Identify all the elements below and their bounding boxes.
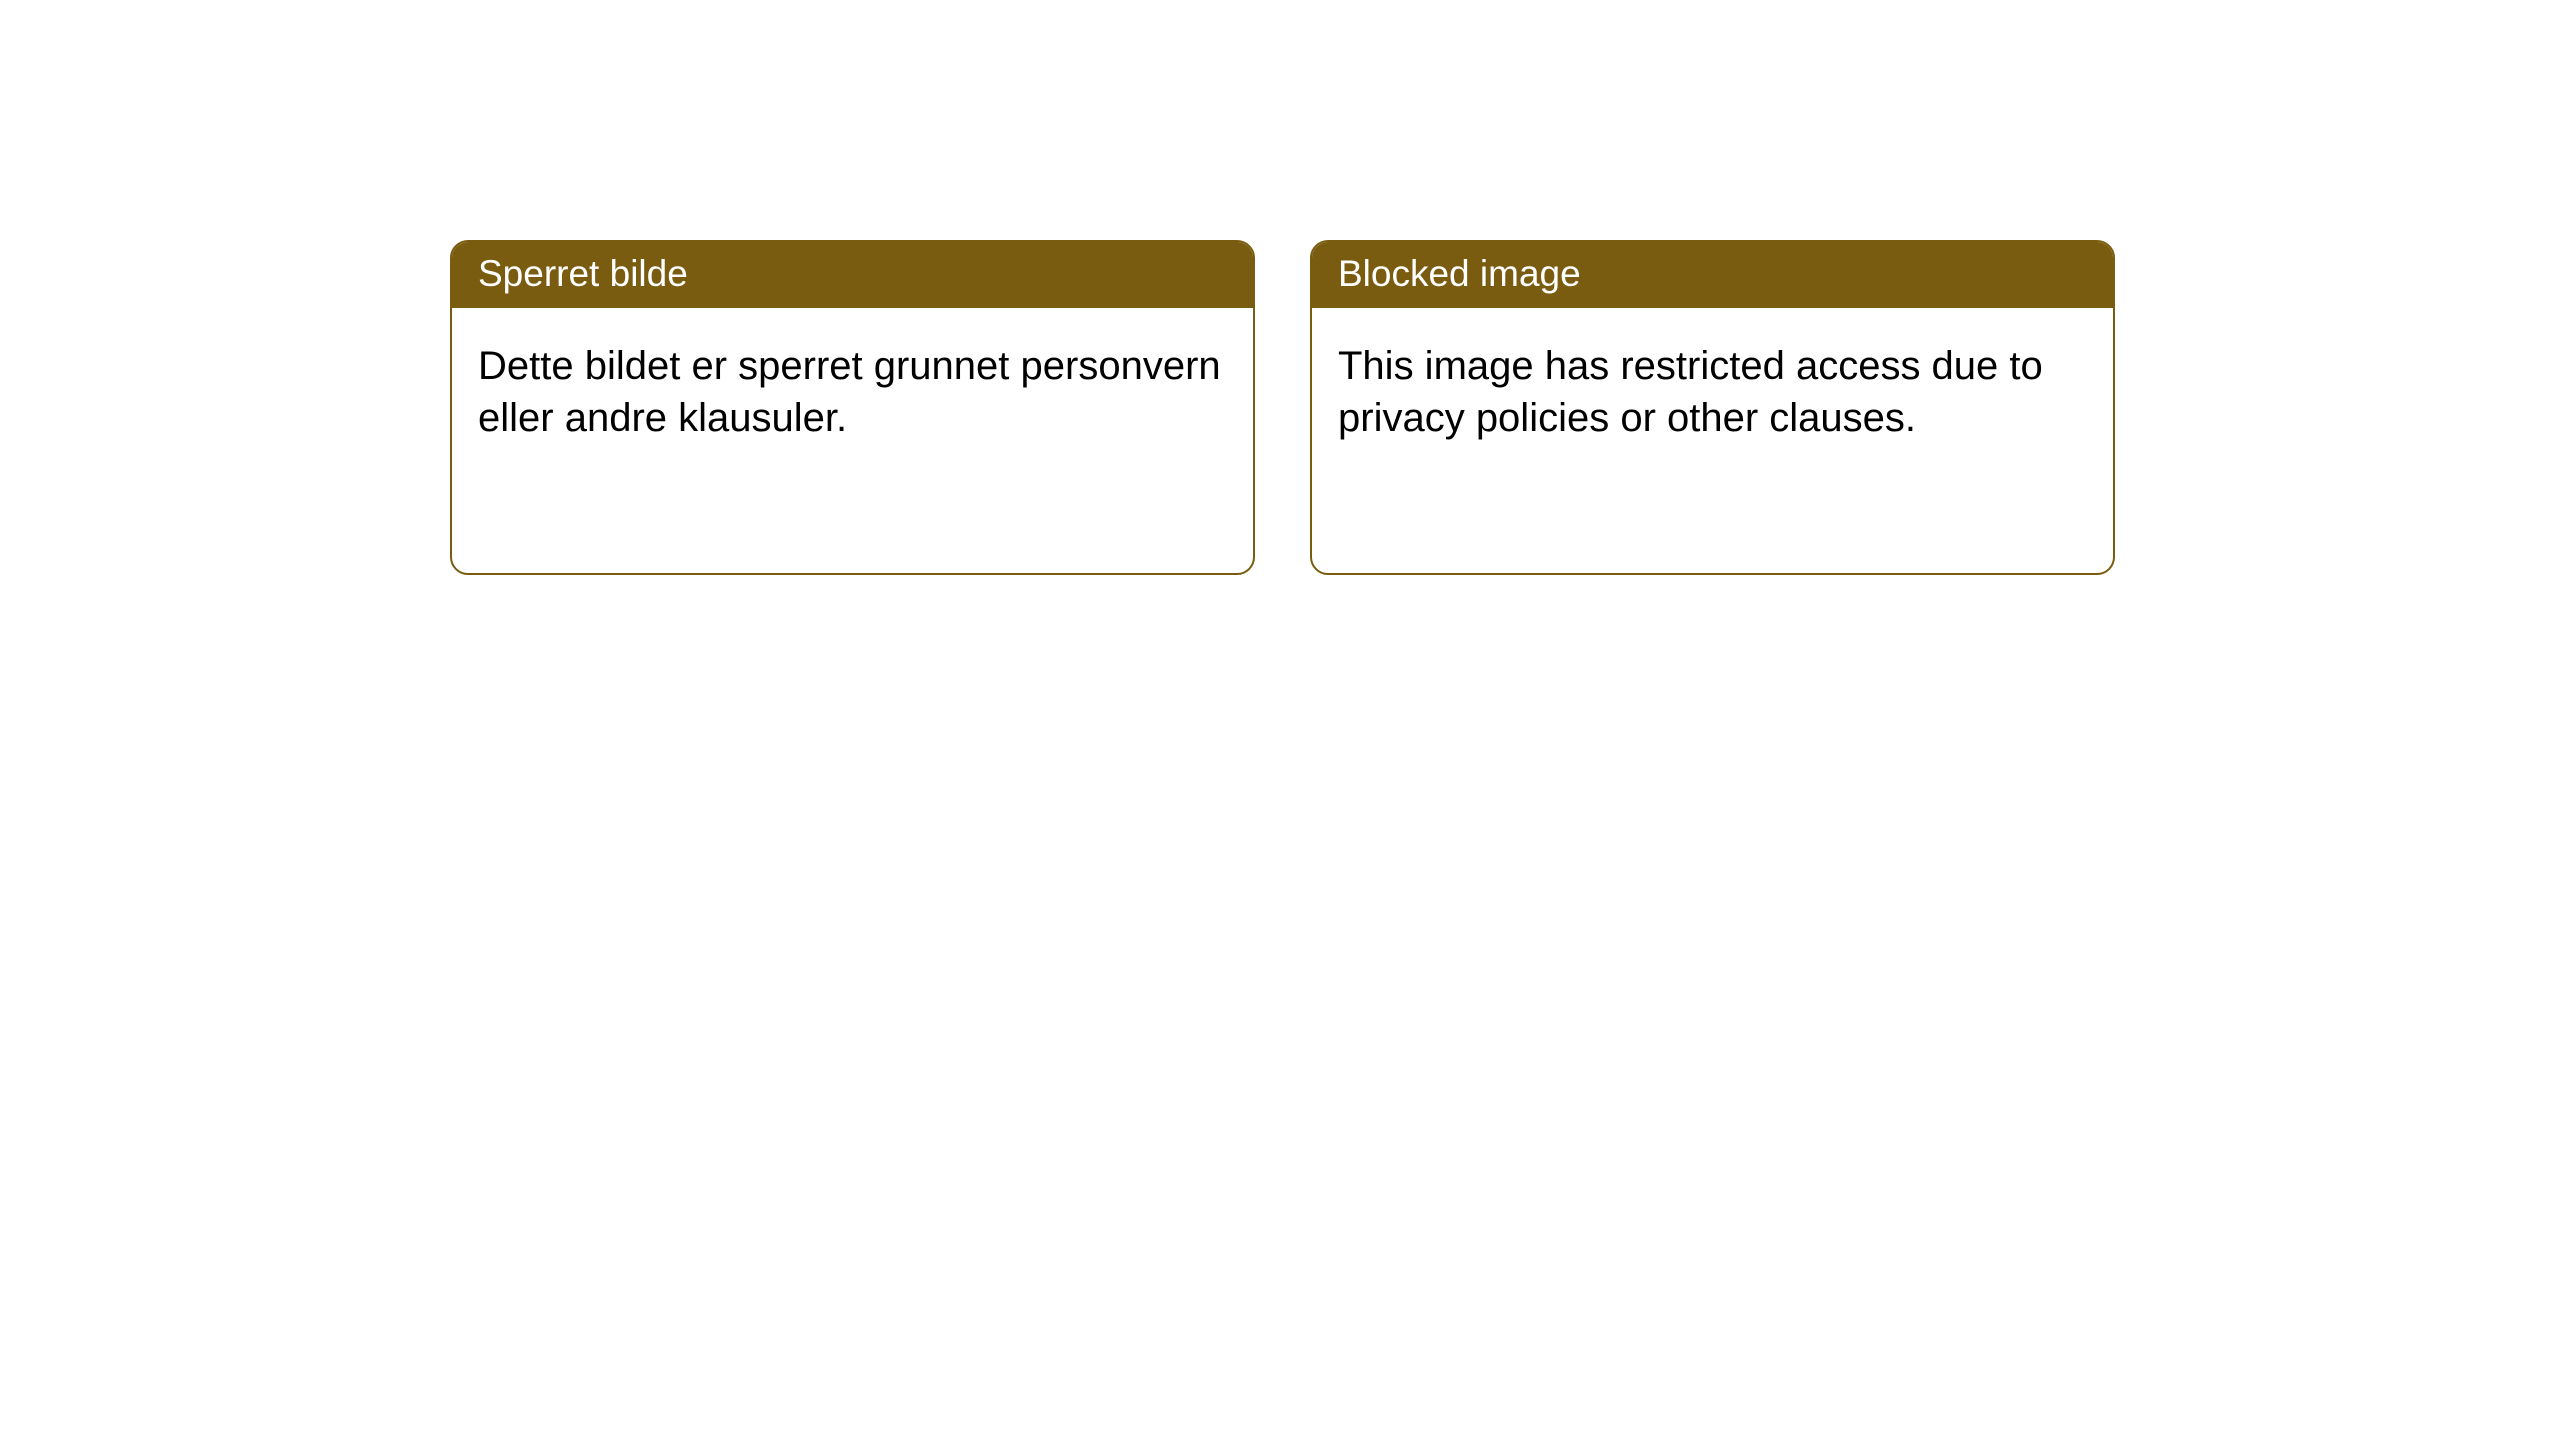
card-header: Sperret bilde	[452, 242, 1253, 308]
card-body: This image has restricted access due to …	[1312, 308, 2113, 476]
card-body-text: This image has restricted access due to …	[1338, 344, 2043, 440]
card-title: Sperret bilde	[478, 253, 688, 294]
card-header: Blocked image	[1312, 242, 2113, 308]
card-body: Dette bildet er sperret grunnet personve…	[452, 308, 1253, 476]
card-title: Blocked image	[1338, 253, 1581, 294]
card-body-text: Dette bildet er sperret grunnet personve…	[478, 344, 1221, 440]
notice-card-english: Blocked image This image has restricted …	[1310, 240, 2115, 575]
notice-container: Sperret bilde Dette bildet er sperret gr…	[450, 240, 2560, 575]
notice-card-norwegian: Sperret bilde Dette bildet er sperret gr…	[450, 240, 1255, 575]
